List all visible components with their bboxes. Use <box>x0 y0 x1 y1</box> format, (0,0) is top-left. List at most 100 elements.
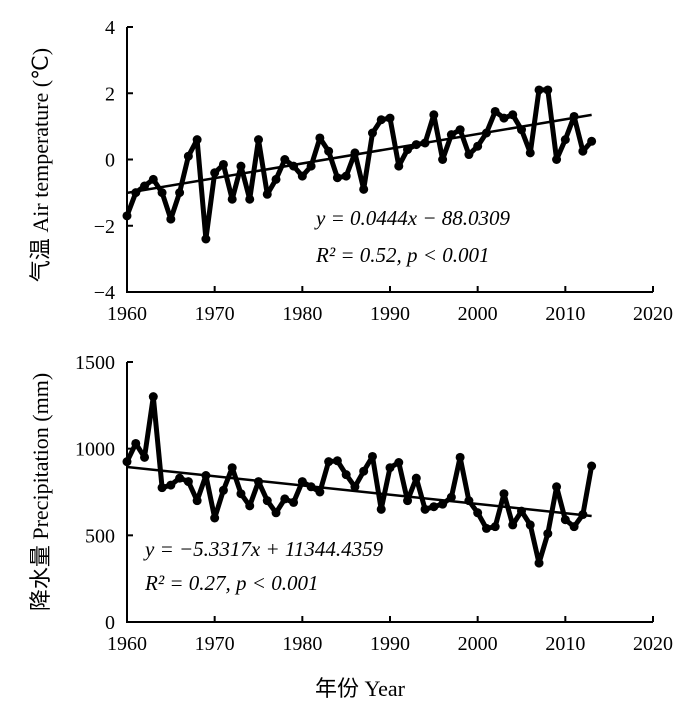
air-temperature-y-tick-label: −4 <box>94 282 115 304</box>
precipitation-data-point <box>122 457 132 467</box>
air-temperature-equation: y = 0.0444x − 88.0309 <box>314 206 510 230</box>
precipitation-data-point <box>218 485 228 495</box>
precipitation-data-point <box>350 482 360 492</box>
precipitation-data-point <box>446 492 456 502</box>
precipitation-data-point <box>508 520 518 530</box>
air-temperature-data-point <box>376 115 386 125</box>
air-temperature-data-point <box>455 125 465 135</box>
air-temperature-data-point <box>446 130 456 140</box>
precipitation-data-point <box>403 496 413 506</box>
precipitation-data-point <box>332 456 342 466</box>
precipitation-data-point <box>499 489 509 499</box>
precipitation-data-point <box>438 499 448 509</box>
air-temperature-data-point <box>297 171 307 181</box>
precipitation-data-point <box>359 466 369 476</box>
air-temperature-data-point <box>569 111 579 121</box>
air-temperature-points <box>122 85 597 244</box>
air-temperature-data-point <box>394 161 404 171</box>
precipitation-data-point <box>490 522 500 532</box>
air-temperature-x-tick-label: 2010 <box>545 303 585 325</box>
precipitation-data-point <box>341 470 351 480</box>
precipitation-data-point <box>534 558 544 568</box>
air-temperature-data-point <box>420 138 430 148</box>
precipitation-xlabel: 年份 Year <box>315 676 406 701</box>
precipitation-data-point <box>289 497 299 507</box>
air-temperature-data-point <box>403 145 413 155</box>
air-temperature-data-point <box>271 174 281 184</box>
precipitation-equation: y = −5.3317x + 11344.4359 <box>143 537 384 561</box>
precipitation-x-tick-label: 2000 <box>458 633 498 655</box>
air-temperature-data-point <box>350 148 360 158</box>
precipitation-x-tick-label: 1990 <box>370 633 410 655</box>
air-temperature-stats: R² = 0.52, p < 0.001 <box>315 243 489 267</box>
air-temperature-data-point <box>175 188 185 198</box>
precipitation-y-tick-label: 500 <box>85 525 115 547</box>
precipitation-data-point <box>411 473 421 483</box>
precipitation-data-point <box>192 496 202 506</box>
precipitation-data-point <box>464 496 474 506</box>
air-temperature-data-point <box>552 155 562 164</box>
precipitation-points <box>122 392 597 568</box>
precipitation-data-point <box>455 452 465 462</box>
air-temperature-ticks: 1960 1970 1980 1990 2000 2010 2020 4 2 0 −2 −4 <box>94 17 673 325</box>
air-temperature-x-tick-label: 2000 <box>458 303 498 325</box>
precipitation-data-point <box>481 523 491 533</box>
air-temperature-data-point <box>210 168 220 178</box>
air-temperature-data-point <box>473 141 483 151</box>
precipitation-data-point <box>429 502 439 512</box>
precipitation-data-point <box>262 496 272 506</box>
air-temperature-data-point <box>429 110 439 120</box>
precipitation-data-point <box>420 504 430 514</box>
precipitation-data-point <box>569 522 579 532</box>
air-temperature-data-point <box>385 113 395 123</box>
air-temperature-data-point <box>578 146 588 156</box>
precipitation-data-point <box>525 520 535 530</box>
air-temperature-x-tick-label: 1990 <box>370 303 410 325</box>
air-temperature-data-point <box>490 106 500 116</box>
precipitation-x-tick-label: 1970 <box>195 633 235 655</box>
precipitation-stats: R² = 0.27, p < 0.001 <box>144 571 318 595</box>
air-temperature-ylabel: 气温 Air temperature (℃) <box>28 48 53 282</box>
precipitation-data-point <box>324 457 334 467</box>
precipitation-data-point <box>183 477 193 487</box>
precipitation-data-point <box>543 529 553 539</box>
precipitation-x-tick-label: 1980 <box>282 633 322 655</box>
precipitation-data-point <box>552 482 562 492</box>
precipitation-x-tick-label: 2010 <box>545 633 585 655</box>
air-temperature-data-point <box>280 155 290 164</box>
air-temperature-data-point <box>306 161 316 171</box>
precipitation-y-tick-label: 1000 <box>75 439 115 461</box>
air-temperature-data-point <box>245 194 255 204</box>
precipitation-data-point <box>148 392 158 402</box>
air-temperature-data-point <box>587 136 597 146</box>
air-temperature-y-tick-label: 2 <box>105 83 115 105</box>
precipitation-data-point <box>578 510 588 520</box>
air-temperature-data-point <box>227 194 237 204</box>
air-temperature-y-tick-label: 0 <box>105 150 115 172</box>
air-temperature-y-tick-label: −2 <box>94 216 115 238</box>
precipitation-data-point <box>175 473 185 483</box>
precipitation-data-point <box>306 482 316 492</box>
precipitation-data-point <box>201 471 211 481</box>
precipitation-x-tick-label: 2020 <box>633 633 673 655</box>
air-temperature-data-point <box>140 181 150 191</box>
air-temperature-data-point <box>499 113 509 123</box>
precipitation-panel: 降水量 Precipitation (mm) 1960 1970 1980 1990 2… <box>28 352 673 701</box>
air-temperature-data-point <box>367 128 377 138</box>
precipitation-data-point <box>236 489 246 499</box>
precipitation-data-point <box>245 501 255 511</box>
precipitation-data-point <box>131 438 141 448</box>
precipitation-data-point <box>227 463 237 473</box>
air-temperature-data-point <box>517 125 526 135</box>
air-temperature-x-tick-label: 1980 <box>282 303 322 325</box>
air-temperature-data-point <box>122 211 132 221</box>
air-temperature-data-point <box>525 148 535 158</box>
air-temperature-data-point <box>131 188 141 198</box>
precipitation-data-point <box>315 487 325 497</box>
air-temperature-data-point <box>201 234 211 244</box>
air-temperature-x-tick-label: 2020 <box>633 303 673 325</box>
air-temperature-data-point <box>543 85 553 95</box>
air-temperature-data-point <box>262 189 272 199</box>
air-temperature-data-point <box>315 133 325 143</box>
